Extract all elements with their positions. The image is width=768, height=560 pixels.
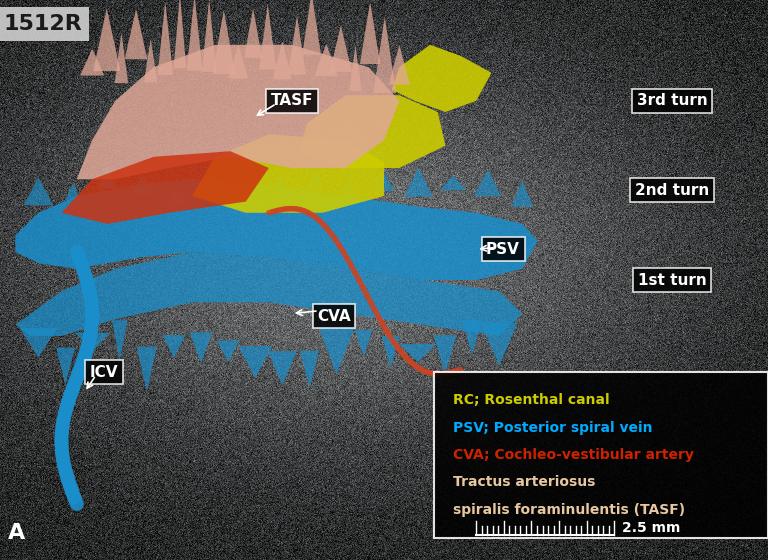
Polygon shape [157, 2, 173, 75]
Polygon shape [174, 0, 187, 68]
Polygon shape [314, 44, 338, 76]
Polygon shape [232, 180, 260, 192]
Text: spiralis foraminulentis (TASF): spiralis foraminulentis (TASF) [453, 503, 685, 516]
Polygon shape [474, 169, 502, 196]
Polygon shape [213, 10, 235, 74]
Polygon shape [306, 167, 323, 188]
FancyBboxPatch shape [434, 372, 768, 538]
Polygon shape [229, 45, 248, 78]
Polygon shape [124, 9, 147, 59]
Text: 2.5 mm: 2.5 mm [622, 521, 680, 535]
Polygon shape [303, 0, 321, 54]
Polygon shape [132, 174, 152, 195]
Polygon shape [187, 0, 203, 71]
Text: Tractus arteriosus: Tractus arteriosus [453, 475, 595, 489]
Text: 1512R: 1512R [4, 14, 83, 34]
Text: 2nd turn: 2nd turn [635, 183, 709, 198]
Text: PSV; Posterior spiral vein: PSV; Posterior spiral vein [453, 421, 653, 435]
Text: CVA; Cochleo-vestibular artery: CVA; Cochleo-vestibular artery [453, 448, 694, 462]
Text: TASF: TASF [270, 94, 313, 108]
Polygon shape [462, 320, 482, 356]
Polygon shape [273, 41, 292, 80]
Polygon shape [399, 344, 436, 362]
Polygon shape [434, 335, 456, 375]
Text: ICV: ICV [89, 365, 118, 380]
Text: A: A [8, 523, 25, 543]
Polygon shape [268, 351, 297, 385]
Polygon shape [511, 181, 533, 207]
Polygon shape [114, 32, 128, 83]
Polygon shape [404, 167, 433, 197]
Polygon shape [144, 39, 157, 82]
Polygon shape [15, 179, 538, 280]
Polygon shape [329, 26, 352, 72]
Polygon shape [190, 332, 212, 363]
Text: CVA: CVA [317, 309, 351, 324]
Text: RC; Rosenthal canal: RC; Rosenthal canal [453, 393, 610, 408]
Polygon shape [217, 340, 239, 362]
Polygon shape [163, 190, 190, 206]
Polygon shape [266, 174, 294, 206]
Text: PSV: PSV [486, 242, 520, 256]
Text: 3rd turn: 3rd turn [637, 94, 707, 108]
Polygon shape [373, 17, 396, 93]
Polygon shape [20, 328, 57, 358]
Polygon shape [382, 336, 400, 368]
Polygon shape [318, 325, 356, 374]
Polygon shape [197, 164, 225, 203]
Polygon shape [300, 95, 445, 168]
Polygon shape [137, 347, 157, 391]
Text: 1st turn: 1st turn [637, 273, 707, 287]
Polygon shape [56, 348, 75, 385]
Polygon shape [192, 134, 384, 213]
Polygon shape [239, 346, 272, 378]
Polygon shape [112, 320, 127, 361]
Polygon shape [98, 166, 118, 189]
Polygon shape [355, 330, 372, 357]
Polygon shape [259, 4, 276, 69]
Polygon shape [481, 323, 518, 366]
Polygon shape [61, 151, 269, 224]
Polygon shape [202, 0, 217, 72]
Polygon shape [360, 2, 380, 64]
Polygon shape [300, 351, 319, 388]
Polygon shape [389, 45, 410, 85]
Polygon shape [75, 333, 111, 351]
Polygon shape [77, 45, 399, 179]
Polygon shape [440, 176, 466, 190]
Polygon shape [244, 8, 262, 58]
Polygon shape [374, 171, 394, 191]
Polygon shape [24, 178, 53, 205]
Polygon shape [288, 16, 306, 74]
Polygon shape [163, 335, 185, 358]
Polygon shape [65, 183, 81, 200]
Polygon shape [392, 45, 492, 112]
Polygon shape [80, 49, 104, 76]
Polygon shape [339, 177, 359, 206]
Polygon shape [15, 252, 522, 336]
Polygon shape [349, 45, 362, 91]
Polygon shape [93, 8, 121, 71]
